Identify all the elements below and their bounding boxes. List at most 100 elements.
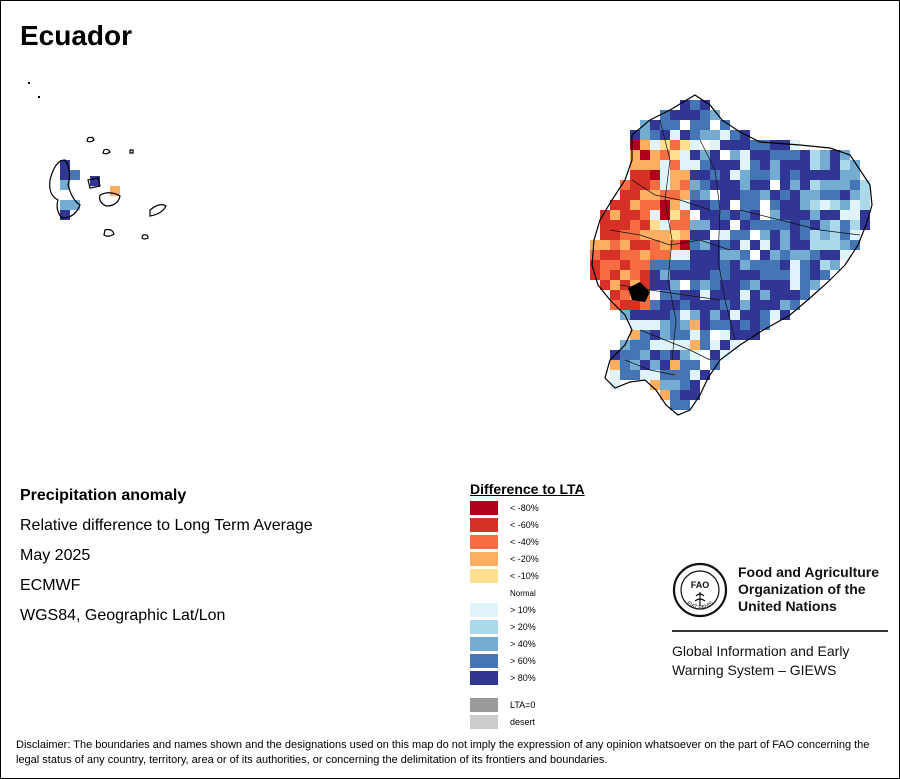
grid-cell xyxy=(650,290,660,300)
grid-cell xyxy=(690,100,700,110)
grid-cell xyxy=(720,250,730,260)
grid-cell xyxy=(790,210,800,220)
grid-cell xyxy=(700,280,710,290)
grid-cell xyxy=(690,300,700,310)
grid-cell xyxy=(620,300,630,310)
grid-cell xyxy=(750,230,760,240)
grid-cell xyxy=(710,110,720,120)
grid-cell xyxy=(660,120,670,130)
grid-cell xyxy=(750,280,760,290)
grid-cell xyxy=(690,190,700,200)
grid-cell xyxy=(670,220,680,230)
grid-cell xyxy=(820,210,830,220)
grid-cell xyxy=(660,180,670,190)
grid-cell xyxy=(680,250,690,260)
grid-cell xyxy=(670,390,680,400)
grid-cell xyxy=(750,170,760,180)
grid-cell xyxy=(690,160,700,170)
grid-cell xyxy=(760,270,770,280)
grid-cell xyxy=(780,170,790,180)
grid-cell xyxy=(690,230,700,240)
grid-cell xyxy=(60,200,70,210)
grid-cell xyxy=(720,230,730,240)
grid-cell xyxy=(710,260,720,270)
grid-cell xyxy=(700,290,710,300)
grid-cell xyxy=(670,190,680,200)
grid-cell xyxy=(790,240,800,250)
grid-cell xyxy=(670,210,680,220)
grid-cell xyxy=(710,160,720,170)
grid-cell xyxy=(680,230,690,240)
grid-cell xyxy=(700,140,710,150)
grid-cell xyxy=(720,270,730,280)
grid-cell xyxy=(690,220,700,230)
grid-cell xyxy=(600,260,610,270)
grid-cell xyxy=(830,210,840,220)
grid-cell xyxy=(680,100,690,110)
grid-cell xyxy=(690,310,700,320)
grid-cell xyxy=(600,240,610,250)
grid-cell xyxy=(680,180,690,190)
grid-cell xyxy=(750,300,760,310)
galapagos-islands xyxy=(28,82,167,240)
legend-swatch xyxy=(470,671,498,685)
grid-cell xyxy=(710,320,720,330)
grid-cell xyxy=(770,310,780,320)
grid-cell xyxy=(700,100,710,110)
grid-cell xyxy=(670,290,680,300)
grid-cell xyxy=(710,340,720,350)
grid-cell xyxy=(770,270,780,280)
grid-cell xyxy=(770,210,780,220)
grid-cell xyxy=(690,350,700,360)
grid-cell xyxy=(780,180,790,190)
grid-cell xyxy=(740,320,750,330)
grid-cell xyxy=(700,150,710,160)
grid-cell xyxy=(730,250,740,260)
grid-cell xyxy=(60,180,70,190)
grid-cell xyxy=(730,210,740,220)
grid-cell xyxy=(670,400,680,410)
grid-cell xyxy=(730,170,740,180)
grid-cell xyxy=(710,290,720,300)
grid-cell xyxy=(660,250,670,260)
grid-cell xyxy=(690,130,700,140)
province-border xyxy=(739,209,861,236)
grid-cell xyxy=(720,290,730,300)
grid-cell xyxy=(730,180,740,190)
grid-cell xyxy=(660,130,670,140)
grid-cell xyxy=(650,300,660,310)
grid-cell xyxy=(820,190,830,200)
grid-cell xyxy=(700,130,710,140)
grid-cell xyxy=(760,140,770,150)
grid-cell xyxy=(600,270,610,280)
grid-cell xyxy=(670,350,680,360)
grid-cell xyxy=(660,330,670,340)
grid-cell xyxy=(820,230,830,240)
grid-cell xyxy=(860,180,870,190)
grid-cell xyxy=(830,180,840,190)
legend-label: Normal xyxy=(510,588,536,598)
grid-cell xyxy=(690,150,700,160)
grid-cell xyxy=(740,250,750,260)
province-border xyxy=(624,359,676,376)
legend-swatch xyxy=(470,654,498,668)
grid-cell xyxy=(670,320,680,330)
grid-cell xyxy=(650,360,660,370)
legend-swatch xyxy=(470,637,498,651)
grid-cell xyxy=(830,240,840,250)
grid-cell xyxy=(710,300,720,310)
grid-cell xyxy=(830,260,840,270)
grid-cell xyxy=(610,230,620,240)
grid-cell xyxy=(800,180,810,190)
info-period: May 2025 xyxy=(20,547,91,564)
grid-cell xyxy=(680,120,690,130)
grid-cell xyxy=(740,210,750,220)
grid-cell xyxy=(590,250,600,260)
islet xyxy=(38,96,40,98)
grid-cell xyxy=(710,350,720,360)
grid-cell xyxy=(780,260,790,270)
grid-cell xyxy=(630,170,640,180)
legend-item: < -20% xyxy=(470,552,539,566)
grid-cell xyxy=(850,200,860,210)
grid-cell xyxy=(730,340,740,350)
